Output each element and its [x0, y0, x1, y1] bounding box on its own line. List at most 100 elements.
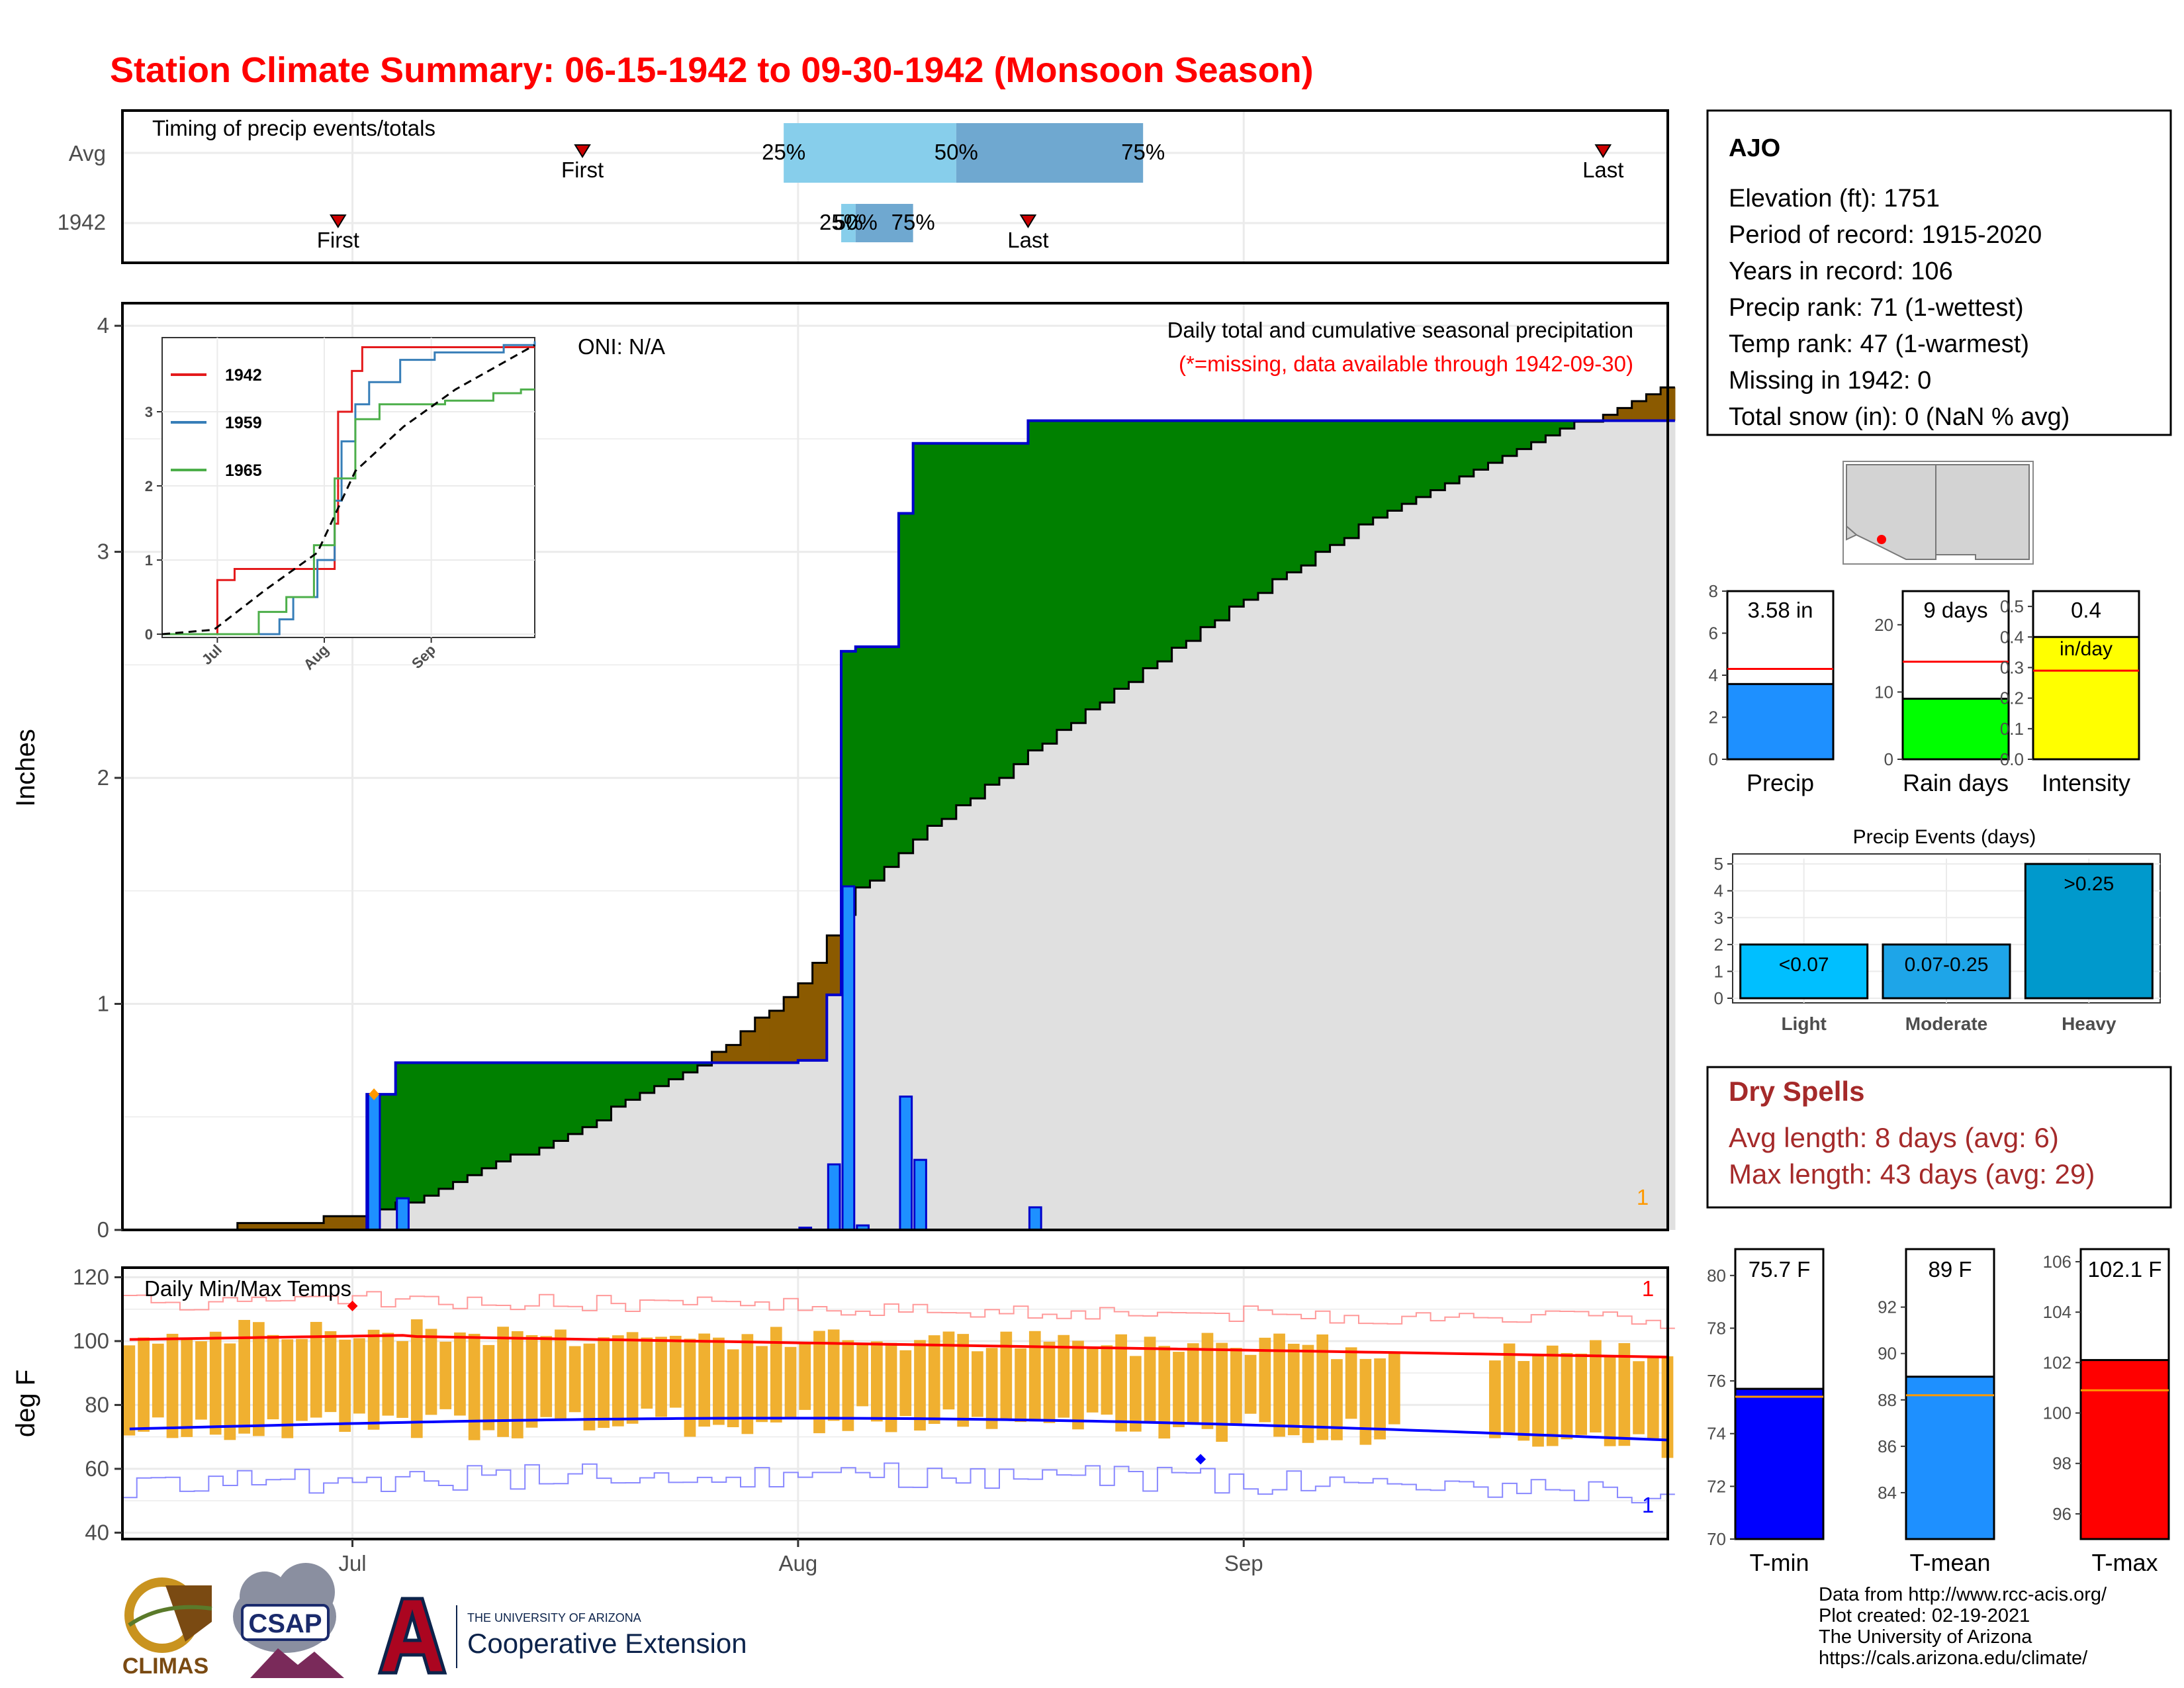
daily-temp-bar-95 [1488, 1360, 1501, 1438]
timing-last-label-1: Last [1007, 228, 1048, 252]
summary-label-0: Precip [1747, 769, 1814, 796]
record-min-line [122, 1462, 1675, 1504]
daily-temp-bar-82 [1302, 1344, 1314, 1443]
temp-ytick-label-1: 60 [85, 1456, 109, 1481]
grey-fill-day-76 [1214, 620, 1230, 1230]
daily-temp-bar-45 [770, 1327, 782, 1423]
climas-logo-swoosh [128, 1605, 212, 1627]
climas-logo: CLIMAS [122, 1577, 212, 1679]
events-bar-1 [1882, 943, 2011, 1000]
anomaly-fill-day-19 [395, 1062, 411, 1203]
oni-label: ONI: N/A [578, 334, 665, 359]
inset-ytick-label-3: 3 [145, 404, 153, 420]
grey-fill-day-92 [1445, 483, 1460, 1230]
anomaly-fill-day-40 [697, 1062, 713, 1066]
anomaly-fill-day-18 [381, 1094, 396, 1209]
summary-tick-label-2-4: 0.4 [2000, 627, 2024, 647]
grey-fill-day-26 [496, 1161, 512, 1230]
temp-summary-tick-label-2-1: 98 [2052, 1454, 2071, 1474]
precip-ytick-label-3: 3 [97, 539, 109, 564]
timing-q75-label-0: 75% [1121, 140, 1165, 164]
anomaly-fill-day-36 [639, 1062, 655, 1094]
daily-precip-bar-4 [841, 885, 856, 1231]
summary-tick-label-1-1: 10 [1874, 682, 1893, 702]
anomaly-fill-day-93 [1459, 420, 1475, 477]
temp-summary-tick-label-0-5: 80 [1707, 1266, 1726, 1286]
daily-precip-bar-1 [396, 1197, 410, 1231]
daily-temp-bar-69 [1115, 1334, 1127, 1432]
daily-temp-bar-39 [684, 1338, 696, 1437]
summary-tick-label-2-3: 0.3 [2000, 657, 2024, 677]
station-period: Period of record: 1915-2020 [1729, 221, 2042, 249]
daily-precip-bar-0 [367, 1093, 381, 1231]
daily-temp-bar-9 [252, 1322, 265, 1436]
daily-temp-bar-16 [353, 1338, 365, 1414]
summary-tick-label-1-0: 0 [1884, 749, 1893, 769]
min-temp-marker [1195, 1454, 1206, 1465]
grey-fill-day-57 [942, 819, 957, 1230]
anomaly-fill-day-49 [827, 935, 842, 995]
anomaly-fill-day-25 [482, 1062, 497, 1168]
anomaly-fill-day-69 [1114, 420, 1130, 689]
anomaly-fill-day-96 [1502, 420, 1518, 456]
summary-label-2: Intensity [2042, 769, 2130, 796]
daily-temp-bar-23 [454, 1332, 466, 1416]
inset-ytick-label-0: 0 [145, 626, 153, 643]
daily-temp-bar-81 [1287, 1343, 1300, 1436]
anomaly-fill-day-12 [295, 1223, 310, 1230]
anomaly-fill-day-29 [539, 1062, 555, 1148]
precip-panel: 0 1 2 3 4 Inches Daily total and cumulative … [11, 302, 1676, 1242]
temp-summary-bar-0 [1734, 1387, 1825, 1540]
anomaly-fill-day-31 [568, 1062, 583, 1135]
daily-temp-bar-5 [195, 1341, 207, 1420]
daily-temp-bar-33 [598, 1337, 610, 1429]
grey-fill-day-25 [482, 1168, 497, 1230]
daily-precip-bar-8 [1028, 1206, 1042, 1231]
csap-logo-badge [241, 1604, 330, 1641]
grey-fill-day-31 [568, 1134, 583, 1230]
grey-fill-day-70 [1128, 682, 1144, 1230]
dry-spells-frame [1706, 1066, 2172, 1209]
daily-temp-bar-8 [238, 1319, 250, 1434]
daily-temp-bar-87 [1374, 1358, 1386, 1440]
footer: Data from http://www.rcc-acis.org/ Plot … [1819, 1584, 2107, 1669]
csap-logo-mountains [250, 1648, 344, 1678]
daily-temp-bar-99 [1546, 1345, 1559, 1446]
daily-temp-bar-72 [1158, 1346, 1171, 1439]
anomaly-fill-day-20 [410, 1062, 425, 1203]
daily-temp-bar-15 [339, 1339, 351, 1432]
daily-temp-bar-53 [885, 1342, 897, 1432]
precip-panel-header: Daily total and cumulative seasonal prec… [1167, 318, 1633, 342]
temp-summary-tick-label-2-5: 106 [2043, 1252, 2071, 1272]
csap-logo-text: CSAP [248, 1609, 322, 1638]
daily-temp-bar-84 [1331, 1359, 1343, 1440]
dry-spells-max: Max length: 43 days (avg: 29) [1729, 1158, 2095, 1190]
anomaly-fill-day-76 [1214, 420, 1230, 621]
anomaly-fill-day-37 [654, 1062, 669, 1086]
grey-fill-day-48 [812, 1060, 827, 1230]
daily-temp-bar-96 [1503, 1343, 1516, 1432]
grey-fill-day-41 [711, 1062, 727, 1230]
timing-last-marker-1 [1019, 214, 1037, 228]
temp-summary-bar-1 [1905, 1376, 1995, 1540]
precip-panel-subheader: (*=missing, data available through 1942-… [1179, 352, 1633, 376]
timing-last-label-0: Last [1582, 158, 1623, 182]
anomaly-fill-day-28 [525, 1062, 540, 1155]
ua-a-mark [377, 1597, 447, 1675]
anomaly-fill-day-48 [812, 962, 827, 1060]
temp-y-axis: 40 60 80 100 120 [73, 1264, 122, 1544]
grey-fill-day-34 [611, 1106, 626, 1230]
timing-last-marker-0 [1594, 144, 1612, 158]
daily-temp-bar-46 [784, 1346, 797, 1418]
grey-fill-day-101 [1574, 422, 1590, 1231]
temp-summary-tick-label-1-0: 84 [1878, 1483, 1897, 1503]
daily-temp-bar-10 [267, 1335, 279, 1420]
daily-temp-bar-17 [367, 1329, 380, 1430]
daily-temp-bar-66 [1072, 1340, 1084, 1430]
temp-ytick-label-0: 40 [85, 1520, 109, 1544]
events-bar-2 [2024, 863, 2154, 1000]
anomaly-fill-day-34 [611, 1062, 626, 1107]
anomaly-fill-day-38 [668, 1062, 684, 1080]
anomaly-fill-day-39 [683, 1062, 698, 1073]
